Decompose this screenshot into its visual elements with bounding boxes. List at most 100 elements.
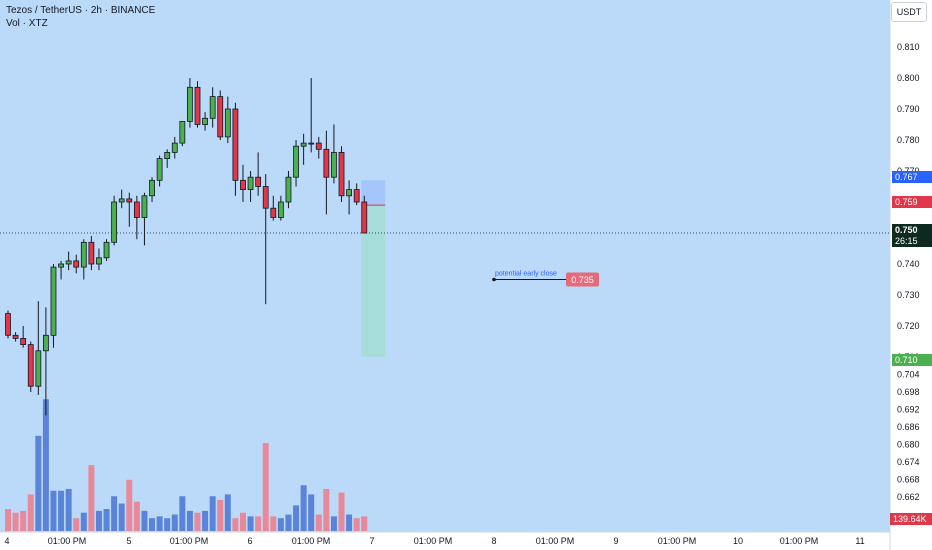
volume-bar (323, 488, 330, 531)
bar-countdown-tag: 26:15 (892, 235, 932, 247)
volume-bar (118, 503, 125, 531)
candle-up (103, 241, 110, 259)
volume-bar (50, 490, 57, 531)
price-tick-label: 0.698 (897, 387, 920, 397)
time-axis-panel[interactable] (0, 532, 890, 550)
volume-bar (293, 505, 300, 531)
price-tick-label: 0.674 (897, 457, 920, 467)
volume-bar (315, 514, 322, 531)
candle-down (262, 186, 269, 209)
candle-up (224, 108, 231, 138)
plot-background[interactable] (0, 0, 890, 532)
volume-bar (27, 494, 34, 531)
time-tick-label: 01:00 PM (414, 536, 453, 546)
stop-price-tag: 0.767 (892, 171, 932, 183)
time-tick-label: 01:00 PM (658, 536, 697, 546)
volume-bar (209, 496, 216, 531)
candle-up (164, 151, 171, 159)
candle-up (285, 176, 292, 203)
price-tick-label: 0.740 (897, 259, 920, 269)
time-tick-label: 01:00 PM (780, 536, 819, 546)
price-tick-label: 0.730 (897, 290, 920, 300)
candle-down (20, 337, 27, 345)
time-tick-label: 4 (4, 536, 9, 546)
volume-bar (186, 510, 193, 531)
candle-down (5, 313, 11, 336)
volume-bar (126, 479, 133, 531)
volume-bar (361, 516, 368, 531)
candle-up (58, 263, 64, 268)
volume-bar (111, 496, 118, 531)
candle-up (50, 266, 57, 336)
candle-up (187, 86, 193, 122)
volume-value-tag: 139.64K (890, 513, 932, 525)
price-tick-label: 0.780 (897, 135, 920, 145)
candle-up (179, 121, 186, 144)
volume-bar (103, 509, 110, 531)
candle-down (126, 198, 133, 203)
price-tick-label: 0.680 (897, 440, 920, 450)
volume-bar (255, 516, 262, 531)
volume-bar (330, 516, 337, 531)
volume-bar (73, 518, 80, 531)
volume-bar (277, 518, 284, 531)
candle-down (133, 201, 140, 218)
time-tick-label: 8 (491, 536, 496, 546)
stop-loss-zone[interactable] (361, 180, 386, 206)
volume-bar (217, 499, 224, 531)
volume-bar (141, 510, 148, 531)
price-tick-label: 0.686 (897, 422, 920, 432)
candle-up (65, 260, 72, 265)
price-tick-label: 0.810 (897, 42, 920, 52)
volume-bar (353, 518, 360, 531)
candle-down (240, 179, 246, 191)
annotation-value: 0.735 (571, 275, 594, 285)
target-price-tag: 0.710 (892, 354, 932, 366)
volume-bar (270, 516, 277, 531)
candle-up (35, 350, 42, 387)
volume-bar (247, 516, 254, 531)
price-axis-panel[interactable] (890, 0, 932, 550)
price-tick-label: 0.668 (897, 475, 920, 485)
candle-down (353, 189, 360, 203)
candle-up (43, 334, 49, 352)
currency-button[interactable]: USDT (891, 2, 927, 22)
candle-up (118, 198, 125, 203)
candle-up (156, 158, 163, 181)
candle-up (141, 195, 148, 218)
candle-up (111, 201, 118, 243)
candle-up (277, 201, 284, 218)
volume-bar (58, 490, 65, 531)
time-tick-label: 01:00 PM (48, 536, 87, 546)
candle-down (232, 108, 239, 181)
volume-bar (65, 488, 72, 531)
time-tick-label: 6 (247, 536, 252, 546)
annotation-badge (566, 272, 599, 287)
candle-up (300, 142, 307, 147)
volume-bar (308, 494, 315, 531)
candle-down (217, 96, 224, 138)
volume-bar (95, 510, 102, 531)
volume-bar (346, 514, 353, 531)
candle-down (338, 151, 345, 197)
volume-bar (171, 514, 178, 531)
price-tick-label: 0.790 (897, 104, 920, 114)
candle-down (323, 148, 330, 178)
volume-bar (42, 399, 49, 531)
time-tick-label: 01:00 PM (292, 536, 331, 546)
candle-down (315, 142, 322, 150)
candle-up (171, 142, 178, 153)
volume-bar (262, 443, 269, 531)
volume-bar (300, 485, 307, 531)
candle-up (202, 117, 208, 125)
annotation-label: potential early close (495, 271, 557, 278)
current-price-tag: 0.750 (892, 224, 932, 236)
time-tick-label: 9 (613, 536, 618, 546)
chart-title: Tezos / TetherUS · 2h · BINANCE (6, 5, 156, 16)
candle-up (149, 179, 155, 197)
volume-bar (232, 518, 239, 531)
time-tick-label: 7 (369, 536, 374, 546)
candle-up (331, 151, 337, 178)
